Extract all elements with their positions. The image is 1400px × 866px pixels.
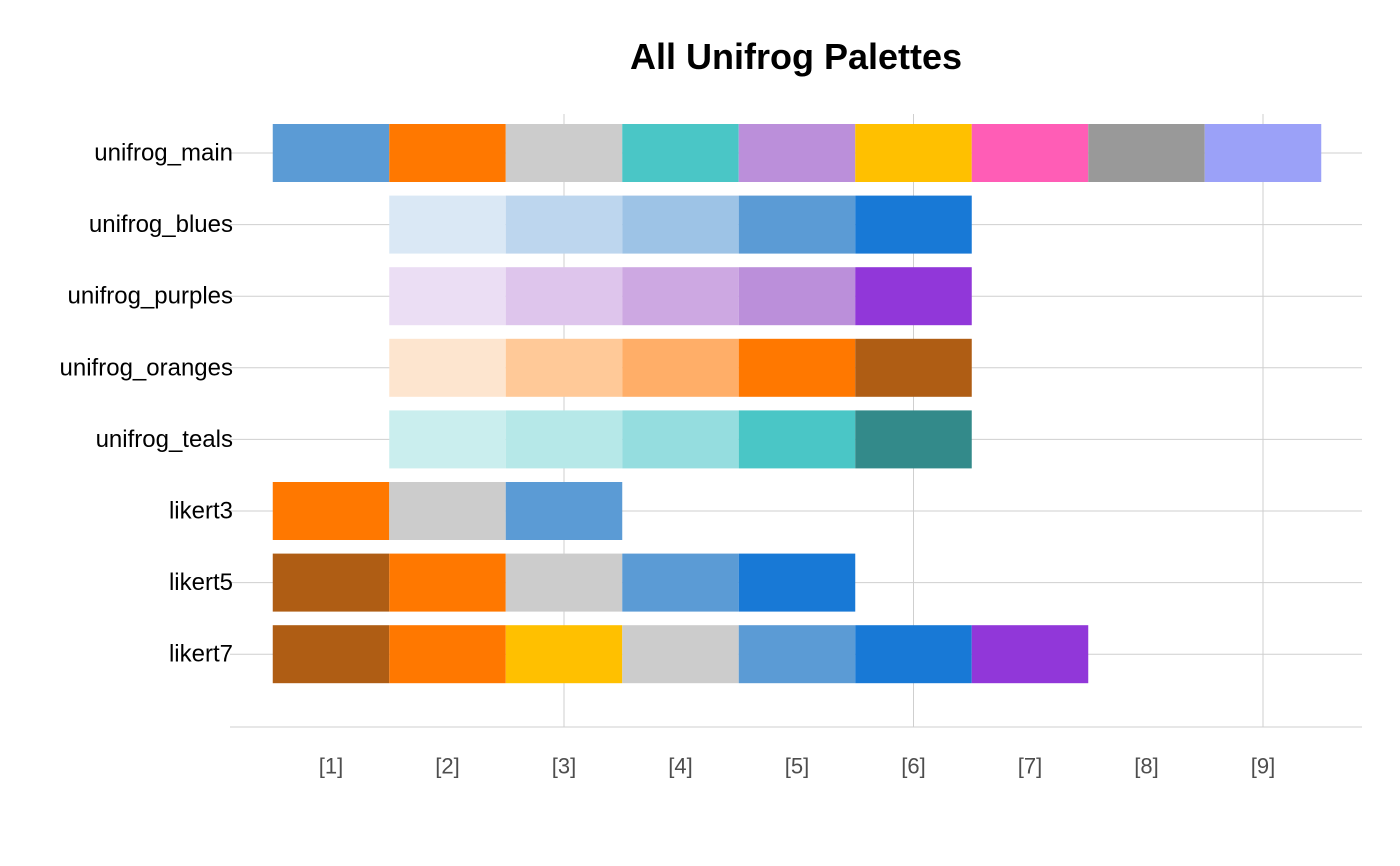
tile-unifrog_oranges-5 [738,338,856,397]
tile-likert7-1 [272,625,390,684]
tile-unifrog_oranges-2 [389,338,506,397]
chart-title: All Unifrog Palettes [629,36,963,77]
tile-unifrog_blues-6 [855,195,972,254]
tile-unifrog_purples-4 [622,267,739,326]
tile-unifrog_main-7 [971,124,1089,182]
x-tick-label: [7] [1018,754,1042,779]
tile-unifrog_purples-2 [389,267,506,326]
x-tick-label: [4] [668,754,692,779]
x-tick-label: [8] [1134,754,1158,779]
tile-unifrog_main-3 [505,124,623,182]
tile-likert3-1 [272,482,390,540]
tile-unifrog_purples-6 [855,267,972,326]
tile-likert7-7 [971,625,1089,684]
x-tick-label: [1] [319,754,343,779]
tile-unifrog_purples-5 [738,267,856,326]
tile-unifrog_main-4 [622,124,739,182]
x-tick-label: [9] [1251,754,1275,779]
tile-likert5-4 [622,553,739,612]
tile-unifrog_main-1 [272,124,390,182]
tile-unifrog_main-2 [389,124,506,182]
tile-unifrog_oranges-6 [855,338,972,397]
tile-likert7-5 [738,625,856,684]
x-tick-label: [5] [785,754,809,779]
tile-unifrog_oranges-3 [505,338,623,397]
y-tick-label: unifrog_main [94,140,233,167]
tile-unifrog_main-8 [1088,124,1205,182]
tile-likert5-5 [738,553,856,612]
tile-unifrog_teals-3 [505,410,623,469]
tile-likert5-2 [389,553,506,612]
tile-likert3-3 [505,482,623,540]
x-tick-label: [3] [552,754,576,779]
tile-unifrog_blues-2 [389,195,506,254]
tile-unifrog_main-5 [738,124,856,182]
tile-likert7-4 [622,625,739,684]
y-tick-label: unifrog_blues [89,211,233,238]
tile-likert7-2 [389,625,506,684]
y-tick-label: likert3 [169,498,233,525]
y-tick-label: unifrog_teals [96,426,233,453]
tile-likert5-1 [272,553,390,612]
tile-unifrog_blues-3 [505,195,623,254]
x-tick-label: [2] [435,754,459,779]
tile-unifrog_main-9 [1204,124,1322,182]
y-tick-label: likert5 [169,569,233,596]
tile-likert3-2 [389,482,506,540]
tile-unifrog_teals-6 [855,410,972,469]
tile-unifrog_teals-5 [738,410,856,469]
y-tick-label: unifrog_purples [68,283,233,310]
x-tick-label: [6] [901,754,925,779]
tile-unifrog_teals-2 [389,410,506,469]
tile-unifrog_main-6 [855,124,972,182]
tile-unifrog_teals-4 [622,410,739,469]
tile-likert7-6 [855,625,972,684]
tile-unifrog_oranges-4 [622,338,739,397]
tile-likert5-3 [505,553,623,612]
tile-unifrog_blues-4 [622,195,739,254]
tile-likert7-3 [505,625,623,684]
y-tick-label: likert7 [169,641,233,668]
y-tick-label: unifrog_oranges [60,354,233,381]
tile-unifrog_purples-3 [505,267,623,326]
tile-unifrog_blues-5 [738,195,856,254]
